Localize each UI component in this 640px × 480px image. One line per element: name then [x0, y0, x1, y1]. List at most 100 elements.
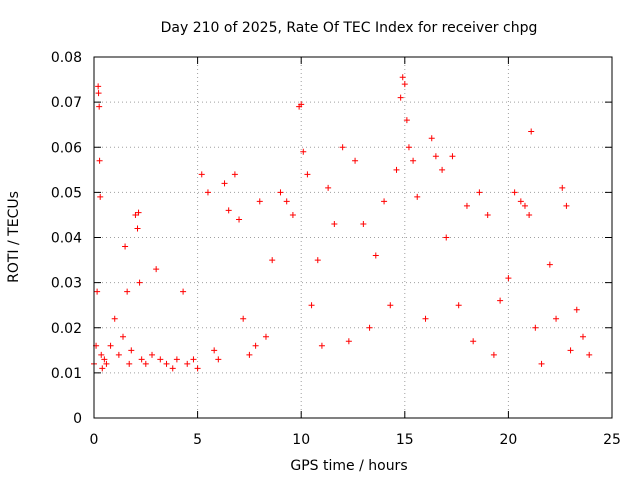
data-point: [256, 198, 263, 205]
data-point: [532, 324, 539, 331]
data-point: [221, 180, 228, 187]
data-point: [180, 288, 187, 295]
axes: 0 0.01 0.02 0.03 0.04 0.05 0.06 0.07 0.08 0 5 10 15 2…: [51, 50, 621, 448]
data-point: [345, 338, 352, 345]
x-tick-label: 0: [90, 432, 99, 448]
data-point: [401, 81, 408, 88]
y-tick-label: 0.08: [51, 50, 82, 66]
data-point: [484, 211, 491, 218]
x-axis-label: GPS time / hours: [290, 458, 407, 474]
data-point: [115, 351, 122, 358]
data-point: [405, 144, 412, 151]
data-point: [169, 365, 176, 372]
data-point: [517, 198, 524, 205]
data-point: [124, 288, 131, 295]
data-point: [262, 333, 269, 340]
y-tick-label: 0: [73, 411, 82, 427]
data-point: [277, 189, 284, 196]
data-point: [136, 279, 143, 286]
data-point: [94, 288, 101, 295]
data-point: [497, 297, 504, 304]
data-point: [142, 360, 149, 367]
y-tick-label: 0.06: [51, 140, 82, 156]
data-point: [403, 117, 410, 124]
data-point: [360, 220, 367, 227]
data-point: [399, 74, 406, 81]
data-point: [194, 365, 201, 372]
data-point: [134, 225, 141, 232]
data-point: [99, 365, 106, 372]
data-point: [318, 342, 325, 349]
data-point: [538, 360, 545, 367]
data-point: [122, 243, 129, 250]
data-point: [455, 302, 462, 309]
data-point: [553, 315, 560, 322]
x-tick-label: 25: [603, 432, 621, 448]
data-point: [304, 171, 311, 178]
y-tick-label: 0.02: [51, 321, 82, 337]
data-point: [184, 360, 191, 367]
data-point: [132, 211, 139, 218]
data-point: [246, 351, 253, 358]
data-point: [298, 101, 305, 108]
data-point: [240, 315, 247, 322]
data-point: [414, 193, 421, 200]
data-point: [120, 333, 127, 340]
data-point: [397, 94, 404, 101]
data-point: [231, 171, 238, 178]
data-point: [559, 184, 566, 191]
data-point: [211, 347, 218, 354]
data-point: [372, 252, 379, 259]
data-point: [463, 202, 470, 209]
data-point: [314, 257, 321, 264]
data-point: [505, 275, 512, 282]
data-point: [98, 351, 105, 358]
data-points: [91, 74, 593, 372]
data-point: [283, 198, 290, 205]
data-point: [149, 351, 156, 358]
data-point: [236, 216, 243, 223]
data-point: [579, 333, 586, 340]
data-point: [432, 153, 439, 160]
data-point: [352, 157, 359, 164]
data-point: [381, 198, 388, 205]
data-point: [443, 234, 450, 241]
x-tick-label: 5: [193, 432, 202, 448]
data-point: [198, 171, 205, 178]
data-point: [128, 347, 135, 354]
data-point: [215, 356, 222, 363]
data-point: [573, 306, 580, 313]
data-point: [163, 360, 170, 367]
data-point: [490, 351, 497, 358]
data-point: [95, 83, 102, 90]
y-axis-label: ROTI / TECUs: [6, 191, 22, 283]
data-point: [308, 302, 315, 309]
data-point: [173, 356, 180, 363]
data-point: [325, 184, 332, 191]
data-point: [410, 157, 417, 164]
y-tick-label: 0.03: [51, 276, 82, 292]
data-point: [289, 211, 296, 218]
data-point: [225, 207, 232, 214]
grid-lines: [94, 57, 612, 418]
data-point: [449, 153, 456, 160]
data-point: [470, 338, 477, 345]
chart-title: Day 210 of 2025, Rate Of TEC Index for r…: [161, 20, 538, 36]
data-point: [103, 360, 110, 367]
data-point: [135, 209, 142, 216]
data-point: [439, 166, 446, 173]
data-point: [511, 189, 518, 196]
data-point: [339, 144, 346, 151]
data-point: [476, 189, 483, 196]
data-point: [563, 202, 570, 209]
data-point: [586, 351, 593, 358]
x-tick-label: 20: [499, 432, 517, 448]
x-tick-label: 15: [396, 432, 414, 448]
y-tick-label: 0.05: [51, 185, 82, 201]
data-point: [153, 266, 160, 273]
data-point: [97, 193, 104, 200]
data-point: [157, 356, 164, 363]
x-tick-label: 10: [292, 432, 310, 448]
data-point: [96, 103, 103, 110]
